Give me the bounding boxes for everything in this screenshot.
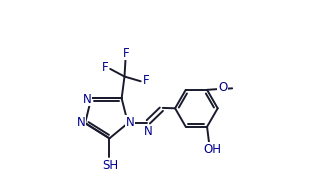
Text: N: N [144,125,153,138]
Text: F: F [143,74,150,87]
Text: OH: OH [203,143,221,156]
Text: F: F [102,61,108,74]
Text: O: O [218,81,227,94]
Text: N: N [77,116,85,129]
Text: SH: SH [102,159,118,172]
Text: F: F [123,47,130,60]
Text: N: N [83,93,91,106]
Text: N: N [126,116,135,129]
